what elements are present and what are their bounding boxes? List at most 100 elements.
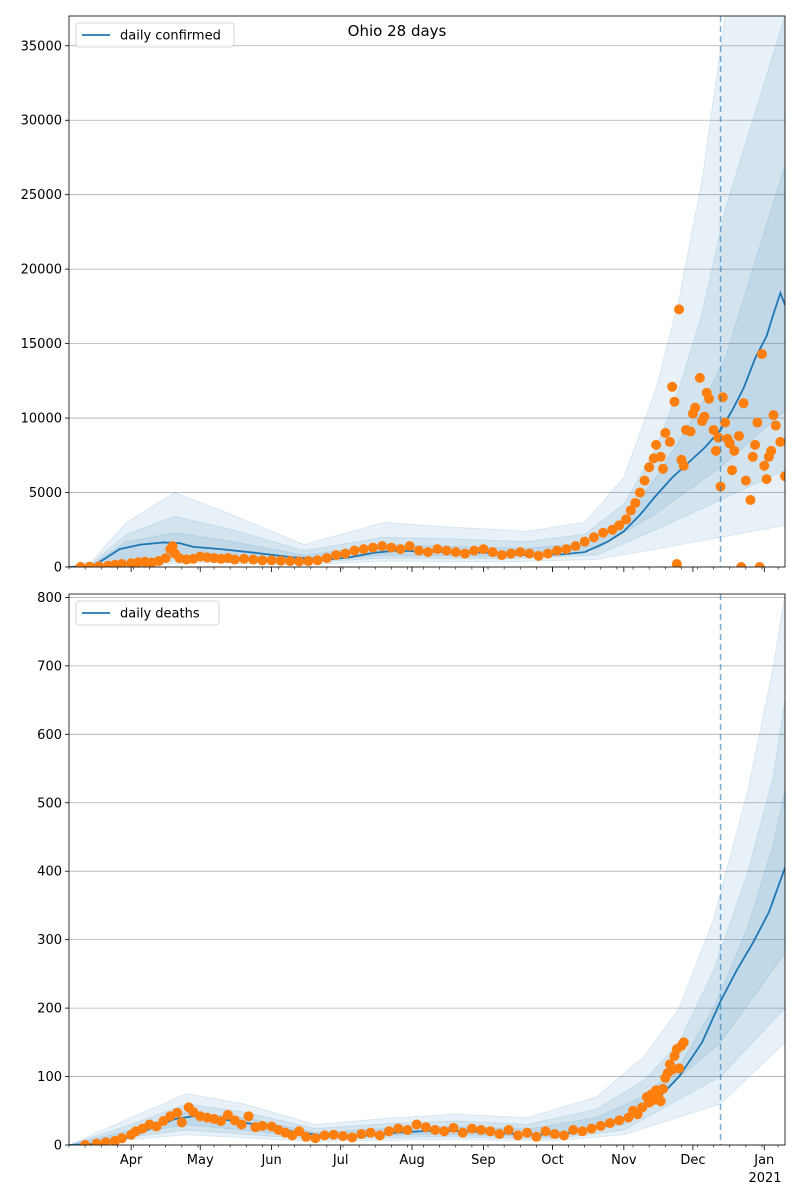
legend-box [75,22,235,48]
observed-point [558,1130,569,1141]
observed-point [413,545,424,556]
observed-point [476,1124,487,1135]
observed-point [625,505,636,516]
observed-point [285,556,296,567]
plot-area [69,594,785,1145]
y-tick-label: 20000 [21,263,62,278]
observed-point [634,487,645,498]
observed-point [236,1119,247,1130]
observed-point [222,1109,233,1120]
x-tick-label: Jan [753,1153,774,1168]
observed-point [694,372,705,383]
observed-point [365,1127,376,1138]
observed-point [457,1127,468,1138]
observed-point [100,1137,111,1145]
observed-point [678,1037,689,1048]
confirmed-panel: 0 5000 10000 15000 20000 25000 30000 35000 daily… [21,15,786,576]
x-tick-label: Nov [611,1153,637,1168]
observed-point [674,1063,685,1074]
observed-point [402,1124,413,1135]
uncertainty-band-inner [69,164,785,567]
observed-point [496,550,507,561]
observed-point [579,536,590,547]
observed-point [160,553,171,564]
y-tick-label: 10000 [21,412,62,427]
uncertainty-band-middle [69,16,785,567]
plot-area [69,16,785,567]
observed-point [655,1096,666,1107]
observed-point [756,349,767,360]
observed-point [432,544,443,555]
observed-point [331,550,342,561]
observed-point [80,1140,91,1145]
observed-point [630,497,641,508]
observed-point [542,548,553,559]
observed-point [644,462,655,473]
observed-point [736,562,747,567]
observed-point [301,1131,312,1142]
observed-point [747,451,758,462]
observed-point [93,561,104,567]
y-tick-label: 500 [37,796,62,811]
observed-point [395,544,406,555]
observed-point [724,438,735,449]
observed-point [116,1133,127,1144]
observed-point [678,460,689,471]
observed-point [420,1122,431,1133]
y-tick-label: 400 [37,865,62,880]
observed-point [303,556,314,567]
observed-point [494,1129,505,1140]
observed-point [605,1118,616,1129]
year-label: 2021 [748,1171,781,1186]
observed-point [356,1129,367,1140]
x-tick-label: Dec [680,1153,705,1168]
observed-point [448,1122,459,1133]
observed-point [215,1116,226,1127]
legend: daily confirmed [75,22,235,48]
observed-point [367,542,378,553]
observed-point [321,553,332,564]
observed-point [738,398,749,409]
observed-point [761,474,772,485]
legend-label: daily deaths [120,607,200,622]
observed-point [485,1126,496,1137]
observed-point [533,550,544,561]
observed-point [423,547,434,558]
y-tick-label: 700 [37,659,62,674]
observed-point [176,1117,187,1128]
observed-point [614,520,625,531]
observed-point [664,436,675,447]
observed-point [540,1126,551,1137]
y-tick-label: 200 [37,1002,62,1017]
observed-point [243,1111,254,1122]
x-tick-label: Sep [471,1153,496,1168]
observed-point [733,430,744,441]
observed-point [704,393,715,404]
y-tick-label: 300 [37,933,62,948]
observed-point [775,436,785,447]
y-tick-label: 15000 [21,337,62,352]
uncertainty-band-outer [69,594,785,1145]
y-tick-label: 30000 [21,114,62,129]
observed-point [708,424,719,435]
observed-point [657,1083,668,1094]
observed-point [450,547,461,558]
y-tick-label: 800 [37,591,62,606]
observed-point [404,541,415,552]
observed-point [657,463,668,474]
observed-point [729,445,740,456]
observed-point [374,1130,385,1141]
observed-point [116,559,127,567]
observed-point [515,547,526,558]
observed-point [312,555,323,566]
observed-point [257,555,268,566]
observed-point [478,544,489,555]
observed-point [766,445,777,456]
observed-point [660,427,671,438]
observed-point [349,545,360,556]
observed-point [577,1126,588,1137]
observed-point [549,1129,560,1140]
legend: daily deaths [75,600,220,626]
y-tick-label: 35000 [21,39,62,54]
observed-point [466,1123,477,1134]
